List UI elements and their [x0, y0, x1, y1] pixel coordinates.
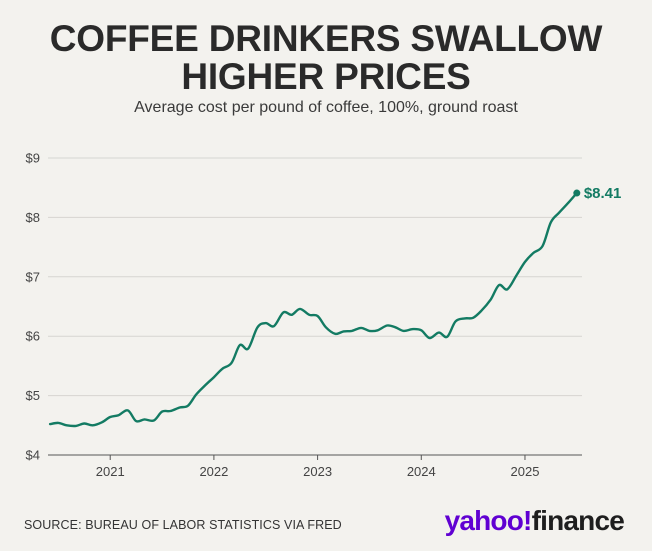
source-note: SOURCE: BUREAU OF LABOR STATISTICS VIA F…	[24, 518, 342, 532]
end-point-marker	[573, 189, 581, 197]
y-tick-label: $6	[26, 329, 40, 344]
title-line-2: HIGHER PRICES	[181, 56, 471, 97]
chart-title: COFFEE DRINKERS SWALLOW HIGHER PRICES	[0, 20, 652, 96]
x-tick-label: 2025	[511, 464, 540, 479]
logo-bang: !	[523, 505, 532, 536]
y-tick-label: $5	[26, 388, 40, 403]
y-tick-label: $7	[26, 269, 40, 284]
y-axis-tick-labels: $4 $5 $6 $7 $8 $9	[26, 151, 40, 463]
grid-lines	[48, 157, 582, 456]
x-tick-label: 2023	[303, 464, 332, 479]
chart-subtitle: Average cost per pound of coffee, 100%, …	[134, 99, 518, 116]
x-tick-label: 2021	[96, 464, 125, 479]
end-value-label: $8.41	[584, 185, 622, 202]
y-tick-label: $9	[26, 151, 40, 166]
x-axis-tick-labels: 2021 2022 2023 2024 2025	[96, 455, 540, 479]
series-line-coffee-price	[48, 191, 578, 428]
yahoo-finance-logo: yahoo!finance	[444, 505, 625, 537]
x-tick-label: 2022	[199, 464, 228, 479]
line-chart: $4 $5 $6 $7 $8 $9 2021 2022 2023 2024 2025 $8.41	[26, 151, 622, 480]
x-tick-label: 2024	[407, 464, 436, 479]
logo-finance: finance	[531, 505, 625, 536]
y-tick-label: $4	[26, 448, 40, 463]
logo-yahoo: yahoo	[444, 505, 524, 536]
y-tick-label: $8	[26, 210, 40, 225]
title-line-1: COFFEE DRINKERS SWALLOW	[49, 18, 603, 59]
